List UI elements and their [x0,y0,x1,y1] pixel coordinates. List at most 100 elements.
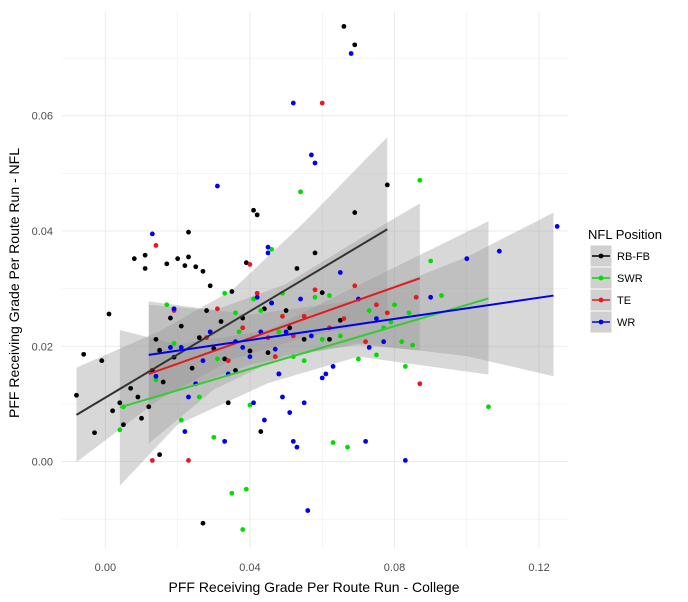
data-point-rb-fb [341,24,347,29]
data-point-te [319,100,325,106]
data-point-te [149,457,155,463]
data-point-rb-fb [262,306,267,312]
data-point-swr [178,417,184,423]
x-tick-label: 0.00 [95,562,116,574]
data-point-te [413,294,419,300]
data-point-wr [182,429,188,434]
data-point-wr [348,51,354,56]
y-tick-label: 0.02 [32,341,53,353]
data-point-te [363,339,368,345]
data-point-rb-fb [251,207,256,213]
data-point-wr [323,371,329,377]
legend-label: WR [617,317,635,329]
legend-item-swr: SWR [589,266,643,290]
data-point-rb-fb [74,392,79,398]
data-point-swr [439,293,444,298]
legend-item-te: TE [589,288,631,312]
x-tick-label: 0.04 [239,562,260,574]
data-point-swr [355,356,361,362]
confidence-bands [76,137,554,486]
data-point-wr [276,371,282,377]
data-point-rb-fb [106,311,112,317]
data-point-swr [269,247,275,252]
data-point-swr [211,434,217,440]
data-point-rb-fb [186,254,191,260]
data-point-swr [298,189,303,195]
data-point-swr [243,486,249,492]
data-point-swr [374,352,379,358]
data-point-rb-fb [99,358,105,364]
legend-key-point [598,297,604,303]
data-point-swr [164,302,170,308]
data-point-te [240,325,246,331]
data-point-wr [247,354,253,360]
legend-label: RB-FB [617,251,650,263]
data-point-wr [283,329,289,335]
data-point-te [272,354,278,360]
data-point-wr [554,224,560,229]
data-point-rb-fb [258,429,264,434]
data-point-wr [290,100,296,106]
data-point-wr [366,345,372,350]
data-point-rb-fb [254,212,260,218]
legend-items: RB-FB SWR TE WR [589,244,650,334]
data-point-swr [327,293,332,298]
data-point-rb-fb [164,261,170,267]
data-point-wr [301,400,307,406]
data-point-wr [428,294,434,300]
data-point-swr [345,444,350,450]
data-point-rb-fb [312,250,318,256]
data-point-swr [251,296,256,302]
data-point-wr [171,306,177,312]
data-point-swr [399,339,405,345]
data-point-swr [233,310,238,316]
data-point-swr [276,329,282,335]
data-point-rb-fb [196,335,202,341]
data-point-swr [258,308,264,313]
data-point-te [301,313,307,319]
data-point-wr [363,438,368,444]
data-point-rb-fb [294,266,300,271]
legend-label: TE [617,295,631,307]
data-point-rb-fb [142,252,148,258]
data-point-swr [388,319,394,325]
data-point-wr [251,400,256,406]
data-point-rb-fb [160,379,166,385]
data-point-wr [200,358,206,364]
data-point-rb-fb [204,308,209,313]
data-point-wr [280,394,285,400]
data-point-wr [330,364,336,369]
data-point-rb-fb [243,260,249,266]
x-axis-title: PFF Receiving Grade Per Route Run - Coll… [168,579,459,595]
data-point-rb-fb [146,404,152,410]
data-point-swr [196,394,202,400]
data-point-wr [272,346,278,352]
data-point-swr [153,377,159,383]
y-tick-label: 0.04 [32,226,53,238]
data-point-te [153,243,159,248]
data-point-swr [366,308,372,313]
data-point-te [186,457,191,463]
trend-line-te [148,277,421,375]
data-point-wr [186,394,191,400]
data-point-swr [236,329,242,335]
data-point-rb-fb [247,348,253,354]
data-point-wr [402,457,408,463]
data-point-wr [215,183,220,189]
data-point-rb-fb [128,385,134,391]
data-point-swr [428,258,434,264]
data-point-swr [222,290,228,296]
data-point-rb-fb [92,430,97,436]
data-point-rb-fb [121,422,126,428]
data-point-swr [117,427,123,433]
data-point-wr [149,231,155,237]
legend-key-point [598,275,604,281]
data-point-swr [402,364,408,369]
data-point-te [312,287,318,293]
data-point-rb-fb [384,182,390,188]
data-point-wr [178,345,184,350]
data-point-swr [392,302,397,308]
y-axis-ticks: 0.00 0.02 0.04 0.06 [32,111,53,469]
data-point-swr [240,527,246,532]
